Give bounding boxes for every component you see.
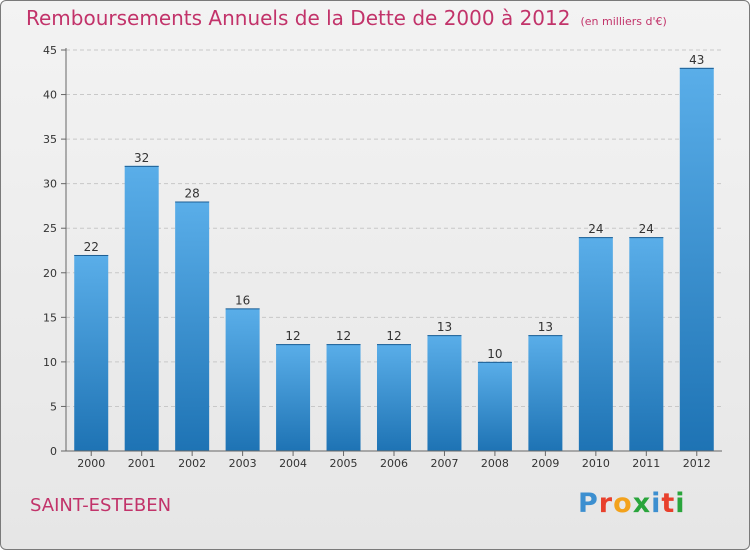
x-tick-label: 2011 — [632, 457, 660, 470]
bar — [629, 237, 664, 451]
chart-title: Remboursements Annuels de la Dette de 20… — [26, 6, 667, 30]
bar — [477, 361, 512, 451]
bar-value-label: 12 — [336, 329, 351, 343]
bar-value-label: 12 — [386, 329, 401, 343]
bar-value-label: 22 — [84, 240, 99, 254]
y-tick-label: 10 — [43, 356, 57, 369]
logo-letter: x — [632, 488, 652, 519]
y-tick-label: 0 — [50, 445, 57, 458]
logo-letter: P — [578, 488, 599, 519]
y-tick-label: 5 — [50, 400, 57, 413]
bar-value-label: 28 — [185, 186, 200, 200]
logo-letter: i — [675, 488, 686, 519]
bars — [74, 67, 714, 452]
bar-value-label: 24 — [588, 222, 603, 236]
x-tick-label: 2004 — [279, 457, 307, 470]
bar — [276, 344, 311, 451]
x-tick-label: 2002 — [178, 457, 206, 470]
commune-name: SAINT-ESTEBEN — [30, 495, 172, 516]
y-tick-label: 45 — [43, 44, 57, 57]
bar-value-label: 10 — [487, 347, 502, 361]
bar-value-label: 12 — [285, 329, 300, 343]
x-tick-label: 2003 — [229, 457, 257, 470]
bar — [326, 344, 361, 451]
y-tick-label: 40 — [43, 89, 57, 102]
chart-unit-label: (en milliers d'€) — [580, 15, 667, 28]
bar-value-label: 32 — [134, 151, 149, 165]
bar — [124, 165, 159, 451]
chart-title-text: Remboursements Annuels de la Dette de 20… — [26, 6, 571, 30]
bar-value-label: 24 — [639, 222, 654, 236]
x-tick-label: 2012 — [683, 457, 711, 470]
x-tick-label: 2009 — [531, 457, 559, 470]
bar — [377, 344, 411, 451]
y-tick-label: 25 — [43, 222, 57, 235]
x-tick-label: 2010 — [582, 457, 610, 470]
bar — [427, 335, 462, 451]
y-tick-label: 30 — [43, 178, 57, 191]
logo-letter: r — [598, 488, 614, 519]
bar — [679, 67, 714, 452]
bar — [528, 335, 563, 451]
x-tick-label: 2000 — [77, 457, 105, 470]
logo-letter: i — [651, 488, 662, 519]
x-tick-label: 2008 — [481, 457, 509, 470]
bar-value-label: 16 — [235, 293, 250, 307]
labels: 0 5 10 15 20 25 30 35 40 45 22 2000 32 2001 28 2002 16 20… — [43, 44, 711, 470]
bar-value-label: 43 — [689, 53, 704, 67]
logo-letter: t — [661, 488, 676, 519]
bar — [225, 308, 260, 451]
x-tick-label: 2005 — [330, 457, 358, 470]
y-tick-label: 35 — [43, 133, 57, 146]
bar-value-label: 13 — [538, 320, 553, 334]
x-tick-label: 2001 — [128, 457, 156, 470]
bar-value-label: 13 — [437, 320, 452, 334]
bar — [175, 201, 210, 451]
y-tick-label: 15 — [43, 311, 57, 324]
x-tick-label: 2007 — [430, 457, 458, 470]
proxiti-logo: Proxiti — [578, 488, 686, 519]
bar — [74, 254, 109, 451]
bar — [578, 237, 613, 451]
y-tick-label: 20 — [43, 267, 57, 280]
axes — [61, 48, 722, 456]
x-tick-label: 2006 — [380, 457, 408, 470]
logo-letter: o — [613, 488, 633, 519]
